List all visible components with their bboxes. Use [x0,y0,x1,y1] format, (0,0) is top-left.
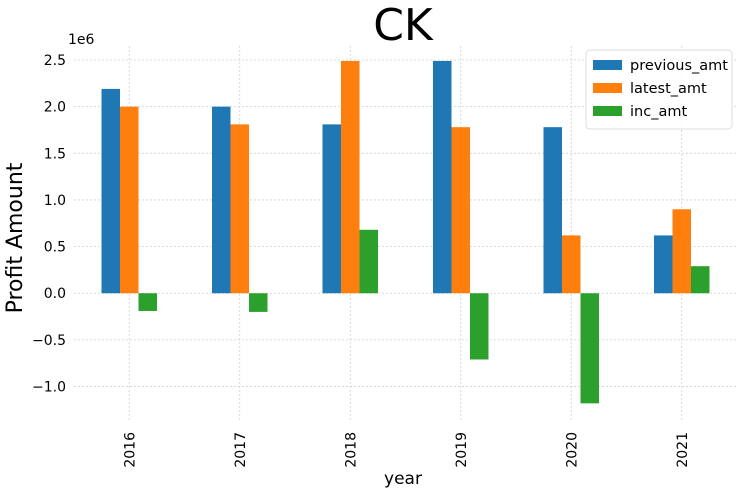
y-tick-label: 0.0 [44,286,66,302]
bar-previous_amt-2017 [212,106,231,294]
legend-swatch-inc_amt [593,106,622,116]
bar-inc_amt-2017 [249,293,268,312]
bar-inc_amt-2021 [691,266,710,294]
legend-swatch-previous_amt [593,60,622,70]
legend-swatch-latest_amt [593,83,622,93]
x-tick-label: 2021 [675,432,691,468]
x-tick-label: 2019 [454,432,470,468]
x-tick-label: 2018 [343,432,359,468]
x-axis-label: year [384,469,422,489]
y-tick-label: 2.0 [44,100,66,116]
bar-latest_amt-2021 [672,209,691,294]
y-tick-label: −1.0 [32,380,66,396]
bar-inc_amt-2016 [138,293,157,311]
legend-label-previous_amt: previous_amt [630,58,728,74]
bar-latest_amt-2020 [562,235,581,294]
bar-previous_amt-2019 [433,60,452,294]
bar-inc_amt-2019 [470,293,489,360]
y-tick-label: 1.5 [44,146,66,162]
x-tick-label: 2017 [233,432,249,468]
bars-layer [101,60,710,404]
x-tick-label: 2016 [122,432,138,468]
y-tick-label: −0.5 [32,333,66,349]
y-multiplier-label: 1e6 [68,32,95,48]
ticks-layer: −1.0 −0.5 0.0 0.5 1.0 1.5 2.0 2.5 2016 2017 2018 20… [32,53,691,468]
bar-latest_amt-2018 [341,60,360,294]
bar-previous_amt-2016 [101,88,120,294]
legend-label-inc_amt: inc_amt [630,104,687,120]
bar-latest_amt-2017 [230,124,249,294]
bar-previous_amt-2020 [543,127,562,294]
bar-previous_amt-2018 [322,124,341,294]
y-axis-label: Profit Amount [3,162,28,313]
y-tick-label: 1.0 [44,193,66,209]
legend: previous_amt latest_amt inc_amt [585,49,733,130]
y-tick-label: 0.5 [44,240,66,256]
chart-title: CK [373,0,434,51]
bar-inc_amt-2020 [580,293,599,404]
bar-latest_amt-2019 [451,127,470,294]
legend-box [585,49,733,130]
y-tick-label: 2.5 [44,53,66,69]
bar-latest_amt-2016 [120,106,139,294]
bar-inc_amt-2018 [359,229,378,294]
legend-label-latest_amt: latest_amt [630,81,707,97]
x-tick-label: 2020 [564,432,580,468]
bar-previous_amt-2021 [654,235,673,294]
